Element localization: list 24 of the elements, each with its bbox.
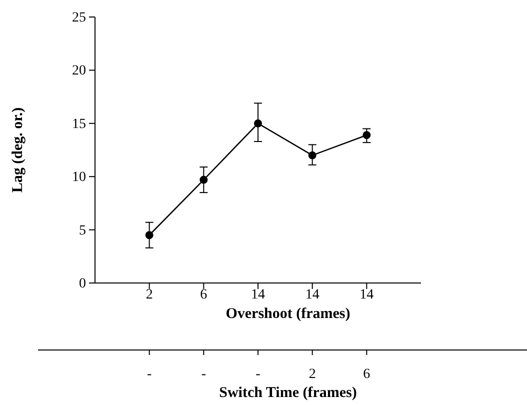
point [362, 131, 371, 140]
text: - [146, 367, 152, 382]
x-tick-label: 14 [360, 287, 374, 302]
text: - [201, 367, 206, 382]
y-axis-title: Lag (deg. or.) [10, 107, 26, 193]
point [308, 151, 316, 160]
y-tick-label: 10 [72, 170, 86, 186]
y-tick-label: 20 [72, 64, 86, 79]
text: Switch Time (frames) [219, 385, 357, 401]
text: 6 [363, 367, 370, 382]
point [200, 176, 208, 184]
text: - [256, 367, 261, 382]
text: 2 [308, 367, 316, 382]
y-tick-label: 0 [79, 276, 86, 292]
y-tick-label: 15 [72, 116, 86, 132]
x-tick-label: 14 [305, 287, 320, 302]
y-tick-label: 25 [72, 10, 86, 26]
x-tick-label: 14 [251, 287, 265, 302]
x-axis-title: Overshoot (frames) [226, 306, 350, 322]
x-tick-label: 6 [200, 287, 208, 302]
x-tick-label: 2 [146, 287, 153, 302]
y-tick-label: 5 [79, 223, 86, 238]
point [254, 119, 262, 128]
point [145, 231, 154, 240]
